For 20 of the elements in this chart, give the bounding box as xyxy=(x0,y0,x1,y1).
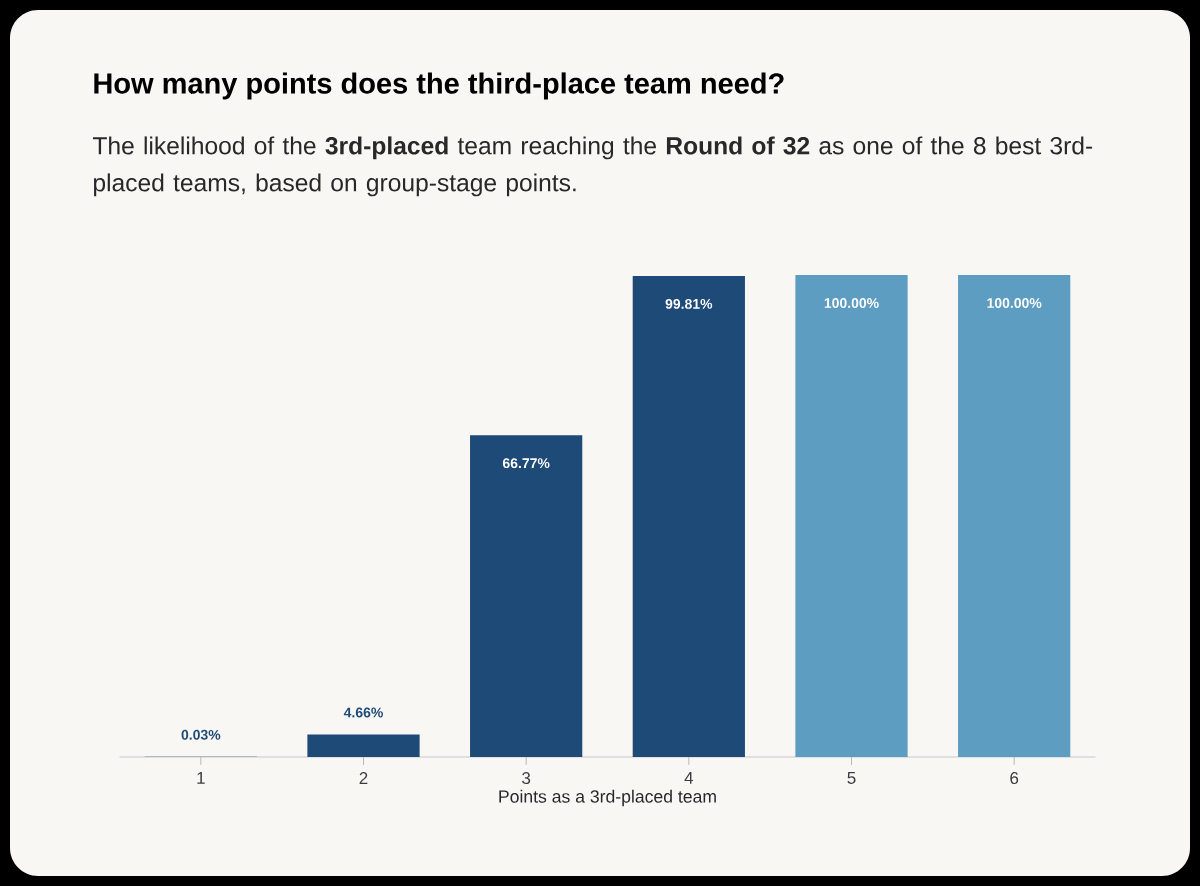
text: The likelihood of the 3rd-placed team reaching the Round of 32 as one of the 8 best 3rd-placed teams, based on group-stage points. xyxy=(92,136,1093,197)
data-label: 100.00% xyxy=(987,298,1042,308)
bar xyxy=(632,275,745,757)
x-tick-label: 6 xyxy=(1010,772,1019,785)
x-axis-title: Points as a 3rd-placed team xyxy=(499,789,716,807)
x-tick-label: 1 xyxy=(197,772,205,784)
chart-title: How many points does the third-place team need? xyxy=(94,72,784,100)
x-tick-label: 5 xyxy=(847,772,856,784)
x-tick-label: 4 xyxy=(684,772,694,784)
x-tick-label: 3 xyxy=(522,772,531,785)
bar xyxy=(795,274,908,757)
bar xyxy=(958,274,1071,757)
data-label: 100.00% xyxy=(824,298,879,308)
data-label: 0.03% xyxy=(181,729,221,740)
data-label: 4.66% xyxy=(343,707,383,718)
x-tick-label: 2 xyxy=(359,772,368,784)
bar xyxy=(470,435,583,757)
bar xyxy=(307,734,420,757)
data-label: 99.81% xyxy=(665,298,713,309)
data-label: 66.77% xyxy=(502,458,550,469)
